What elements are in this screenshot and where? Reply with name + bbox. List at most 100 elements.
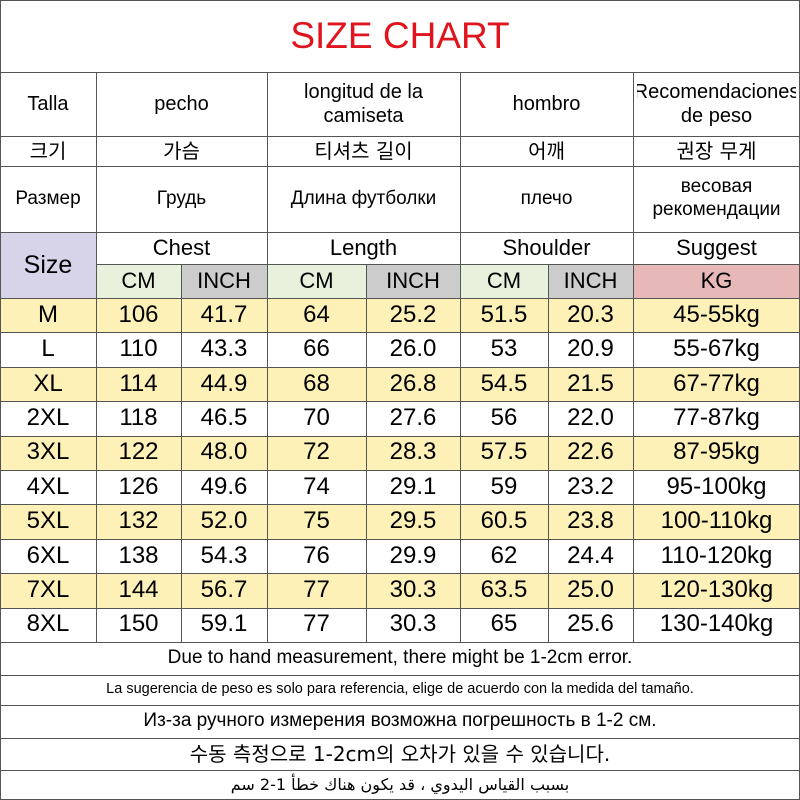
table-cell: 130-140kg (659, 610, 774, 638)
table-cell: 43.3 (200, 335, 248, 363)
table-cell: 76 (303, 541, 330, 569)
header-ko-4: 권장 무게 (676, 139, 757, 163)
table-cell: 29.5 (389, 507, 437, 535)
table-cell: 46.5 (200, 403, 248, 431)
grid-line-h (0, 504, 800, 506)
table-cell: 106 (118, 300, 159, 328)
size-label-m: M (38, 300, 58, 328)
header-es-3: hombro (512, 93, 581, 115)
group-header-length: Length (329, 234, 398, 260)
table-cell: 150 (118, 610, 159, 638)
table-cell: 87-95kg (673, 438, 760, 466)
table-cell: 100-110kg (660, 507, 773, 535)
grid-line-v (96, 264, 97, 642)
table-cell: 70 (303, 403, 330, 431)
table-cell: 126 (118, 472, 159, 500)
table-cell: 21.5 (567, 369, 614, 397)
grid-line-v (267, 232, 268, 264)
grid-line-v (460, 232, 461, 264)
grid-line-h (0, 470, 800, 471)
table-cell: 120-130kg (659, 575, 774, 603)
table-row-highlight (0, 504, 800, 539)
grid-line-v (633, 232, 634, 264)
size-label-l: L (41, 335, 55, 363)
grid-line-h (0, 401, 800, 403)
header-ko-2: 티셔츠 길이 (314, 139, 413, 163)
grid-line-v (633, 264, 634, 642)
table-row-highlight (0, 573, 800, 608)
header-ru-2: Длина футболки (290, 187, 437, 209)
table-cell: 59.1 (200, 610, 248, 638)
table-cell: 67-77kg (673, 369, 760, 397)
footnote-3: Из-за ручного измерения возможна погрешн… (143, 710, 657, 732)
group-header-suggest: Suggest (676, 234, 757, 260)
table-cell: 64 (303, 300, 330, 328)
table-cell: 28.3 (389, 438, 437, 466)
unit-header-kg-6: KG (633, 264, 800, 298)
grid-line-v (267, 72, 268, 232)
grid-line-h (0, 573, 800, 575)
table-cell: 95-100kg (666, 472, 767, 500)
header-ru-0: Размер (15, 187, 81, 209)
size-header: Size (0, 232, 96, 298)
table-cell: 20.3 (567, 300, 614, 328)
table-cell: 74 (303, 472, 330, 500)
table-cell: 65 (490, 610, 518, 638)
grid-line-h (0, 72, 800, 73)
table-cell: 75 (303, 507, 330, 535)
grid-line-h (0, 738, 800, 739)
table-cell: 60.5 (480, 507, 528, 535)
grid-line-v (96, 232, 97, 264)
unit-header-inch-5: INCH (548, 264, 633, 298)
table-row-highlight (0, 435, 800, 470)
footnote-1: Due to hand measurement, there might be … (167, 647, 633, 669)
table-cell: 25.6 (567, 610, 614, 638)
table-cell: 57.5 (480, 438, 528, 466)
table-cell: 23.2 (567, 472, 614, 500)
table-cell: 30.3 (389, 575, 437, 603)
table-cell: 52.0 (200, 507, 248, 535)
header-ru-1: Грудь (156, 187, 207, 209)
unit-header-inch-3: INCH (366, 264, 460, 298)
table-row-highlight (0, 366, 800, 402)
table-cell: 114 (119, 369, 158, 397)
header-es-4: Recomendaciones de peso (637, 81, 796, 127)
table-cell: 22.0 (567, 403, 614, 431)
grid-line-v (460, 264, 461, 642)
unit-header-cm-0: CM (96, 264, 181, 298)
grid-line-h (0, 607, 800, 609)
grid-line-h (0, 0, 800, 1)
table-cell: 62 (490, 541, 518, 569)
footnote-5: بسبب القياس اليدوي ، قد يكون هناك خطأ 1-… (230, 775, 570, 795)
table-cell: 29.1 (389, 472, 437, 500)
grid-line-v (0, 0, 1, 800)
grid-line-h (0, 136, 800, 137)
table-cell: 59 (490, 472, 518, 500)
grid-line-v (548, 264, 549, 642)
grid-line-h (0, 642, 800, 643)
group-header-chest: Chest (152, 234, 211, 260)
table-cell: 44.9 (200, 369, 248, 397)
table-cell: 144 (118, 575, 159, 603)
size-label-6xl: 6XL (26, 541, 70, 569)
grid-line-h (0, 298, 800, 299)
size-label-8xl: 8XL (26, 610, 70, 638)
table-cell: 122 (118, 438, 159, 466)
table-cell: 25.0 (567, 575, 614, 603)
grid-line-v (460, 72, 461, 232)
size-label-7xl: 7XL (26, 575, 70, 603)
table-cell: 56.7 (200, 575, 248, 603)
grid-line-h (0, 332, 800, 334)
grid-line-h (96, 264, 800, 265)
chart-title: SIZE CHART (290, 14, 510, 56)
unit-header-cm-2: CM (267, 264, 366, 298)
table-cell: 77 (303, 610, 330, 638)
table-cell: 30.3 (389, 610, 437, 638)
size-label-3xl: 3XL (26, 438, 70, 466)
grid-line-h (0, 232, 800, 233)
grid-line-v (633, 72, 634, 232)
grid-line-h (0, 166, 800, 167)
table-cell: 26.8 (389, 369, 437, 397)
grid-line-v (181, 264, 182, 642)
